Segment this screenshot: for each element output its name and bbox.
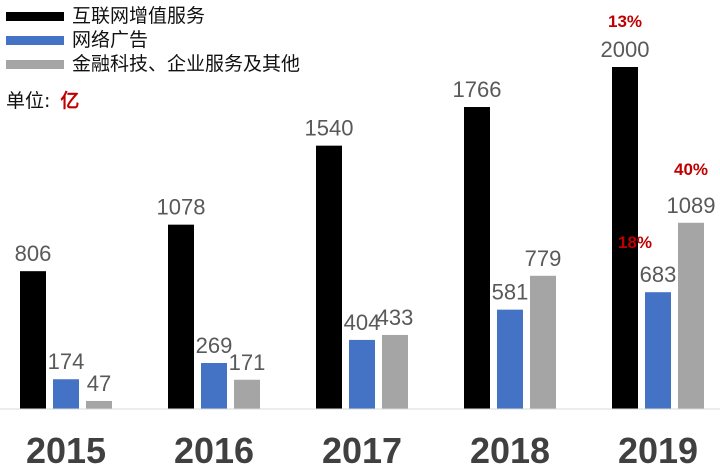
- unit-text: 单位:: [6, 90, 51, 112]
- legend-swatch-gray: [6, 59, 64, 69]
- bar-advertising-2018: [497, 309, 523, 409]
- bar-advertising-2019: [645, 292, 671, 409]
- value-label-advertising-2016: 269: [196, 333, 233, 358]
- unit-value: 亿: [60, 90, 80, 112]
- legend-swatch-black: [6, 11, 64, 21]
- bar-fintech-2019: [678, 222, 704, 409]
- bar-advertising-2017: [349, 339, 375, 409]
- bar-fintech-2016: [234, 379, 260, 409]
- legend-item-fintech: 金融科技、企业服务及其他: [6, 52, 300, 76]
- annotations-group: 13% 18% 40%: [608, 12, 708, 252]
- bar-fintech-2018: [530, 275, 556, 409]
- legend-label: 金融科技、企业服务及其他: [72, 53, 301, 75]
- year-label-2019: 2019: [618, 430, 698, 471]
- year-label-2018: 2018: [470, 430, 550, 471]
- bar-fintech-2015: [86, 400, 112, 409]
- bar-value-added-2016: [168, 224, 194, 409]
- value-label-fintech-2016: 171: [229, 350, 266, 375]
- year-label-2015: 2015: [26, 430, 106, 471]
- bar-advertising-2016: [201, 363, 227, 409]
- year-label-2017: 2017: [322, 430, 402, 471]
- legend: 互联网增值服务 网络广告 金融科技、企业服务及其他: [6, 4, 300, 76]
- bar-value-added-2019: [612, 67, 638, 409]
- growth-annotation-value-added: 13%: [608, 12, 642, 31]
- growth-annotation-advertising: 18%: [618, 233, 652, 252]
- legend-item-advertising: 网络广告: [6, 28, 300, 52]
- legend-label: 网络广告: [72, 29, 149, 51]
- value-label-value-added-2017: 1540: [305, 116, 354, 141]
- legend-label: 互联网增值服务: [72, 5, 206, 27]
- value-label-fintech-2019: 1089: [667, 193, 716, 218]
- value-label-fintech-2017: 433: [377, 305, 414, 330]
- value-label-advertising-2018: 581: [492, 280, 529, 305]
- bar-value-added-2017: [316, 145, 342, 409]
- unit-label: 单位: 亿: [6, 86, 79, 113]
- bars-group: [0, 67, 720, 410]
- value-label-value-added-2016: 1078: [157, 195, 206, 220]
- value-label-fintech-2018: 779: [525, 246, 562, 271]
- value-label-advertising-2017: 404: [344, 310, 381, 335]
- legend-item-value-added: 互联网增值服务: [6, 4, 300, 28]
- value-label-advertising-2015: 174: [48, 349, 85, 374]
- bar-value-added-2015: [20, 271, 46, 409]
- value-label-value-added-2015: 806: [15, 241, 52, 266]
- bar-fintech-2017: [382, 334, 408, 409]
- growth-annotation-fintech: 40%: [674, 160, 708, 179]
- value-label-fintech-2015: 47: [87, 371, 111, 396]
- legend-swatch-blue: [6, 35, 64, 45]
- value-label-value-added-2018: 1766: [453, 77, 502, 102]
- year-labels-group: 2015 2016 2017 2018 2019: [26, 430, 698, 471]
- value-label-value-added-2019: 2000: [601, 37, 650, 62]
- value-label-advertising-2019: 683: [640, 262, 677, 287]
- bar-value-added-2018: [464, 107, 490, 409]
- bar-advertising-2015: [53, 379, 79, 409]
- year-label-2016: 2016: [174, 430, 254, 471]
